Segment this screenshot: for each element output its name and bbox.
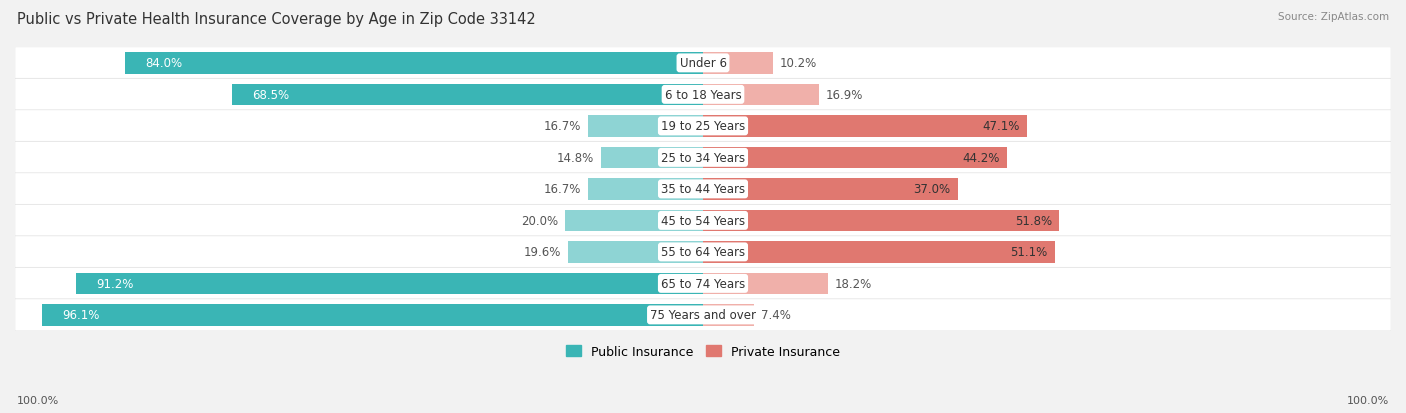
Bar xyxy=(703,53,773,74)
Bar xyxy=(42,304,703,326)
Bar xyxy=(703,242,1054,263)
Bar xyxy=(125,53,703,74)
Text: 65 to 74 Years: 65 to 74 Years xyxy=(661,277,745,290)
Text: 25 to 34 Years: 25 to 34 Years xyxy=(661,152,745,164)
Text: 16.7%: 16.7% xyxy=(544,183,581,196)
Bar xyxy=(703,84,820,106)
FancyBboxPatch shape xyxy=(15,299,1391,331)
Text: Public vs Private Health Insurance Coverage by Age in Zip Code 33142: Public vs Private Health Insurance Cover… xyxy=(17,12,536,27)
Text: 35 to 44 Years: 35 to 44 Years xyxy=(661,183,745,196)
Text: 68.5%: 68.5% xyxy=(252,89,290,102)
Text: 96.1%: 96.1% xyxy=(62,309,100,322)
Text: 91.2%: 91.2% xyxy=(96,277,134,290)
Text: 7.4%: 7.4% xyxy=(761,309,790,322)
FancyBboxPatch shape xyxy=(15,111,1391,142)
Text: 84.0%: 84.0% xyxy=(146,57,183,70)
Text: Under 6: Under 6 xyxy=(679,57,727,70)
Bar xyxy=(703,210,1059,232)
Bar xyxy=(602,147,703,169)
Text: 16.7%: 16.7% xyxy=(544,120,581,133)
Text: 16.9%: 16.9% xyxy=(827,89,863,102)
Bar xyxy=(703,273,828,294)
Text: 47.1%: 47.1% xyxy=(983,120,1021,133)
FancyBboxPatch shape xyxy=(15,173,1391,205)
FancyBboxPatch shape xyxy=(15,268,1391,300)
Text: 55 to 64 Years: 55 to 64 Years xyxy=(661,246,745,259)
Text: 51.8%: 51.8% xyxy=(1015,214,1053,227)
Bar xyxy=(703,304,754,326)
Text: 10.2%: 10.2% xyxy=(780,57,817,70)
FancyBboxPatch shape xyxy=(15,47,1391,80)
Text: 45 to 54 Years: 45 to 54 Years xyxy=(661,214,745,227)
Bar xyxy=(588,116,703,137)
Bar xyxy=(565,210,703,232)
Text: 6 to 18 Years: 6 to 18 Years xyxy=(665,89,741,102)
Bar xyxy=(703,116,1026,137)
FancyBboxPatch shape xyxy=(15,205,1391,237)
Bar xyxy=(76,273,703,294)
Legend: Public Insurance, Private Insurance: Public Insurance, Private Insurance xyxy=(560,339,846,364)
Bar xyxy=(703,179,957,200)
FancyBboxPatch shape xyxy=(15,79,1391,111)
Text: 51.1%: 51.1% xyxy=(1011,246,1047,259)
Text: 14.8%: 14.8% xyxy=(557,152,595,164)
Text: 20.0%: 20.0% xyxy=(522,214,558,227)
Bar xyxy=(232,84,703,106)
Bar xyxy=(588,179,703,200)
FancyBboxPatch shape xyxy=(15,236,1391,268)
Text: 44.2%: 44.2% xyxy=(963,152,1000,164)
Text: 19 to 25 Years: 19 to 25 Years xyxy=(661,120,745,133)
Text: 19.6%: 19.6% xyxy=(524,246,561,259)
Bar xyxy=(568,242,703,263)
Text: 100.0%: 100.0% xyxy=(1347,395,1389,405)
Text: 75 Years and over: 75 Years and over xyxy=(650,309,756,322)
FancyBboxPatch shape xyxy=(15,142,1391,174)
Bar xyxy=(703,147,1007,169)
Text: 100.0%: 100.0% xyxy=(17,395,59,405)
Text: 37.0%: 37.0% xyxy=(914,183,950,196)
Text: 18.2%: 18.2% xyxy=(835,277,872,290)
Text: Source: ZipAtlas.com: Source: ZipAtlas.com xyxy=(1278,12,1389,22)
